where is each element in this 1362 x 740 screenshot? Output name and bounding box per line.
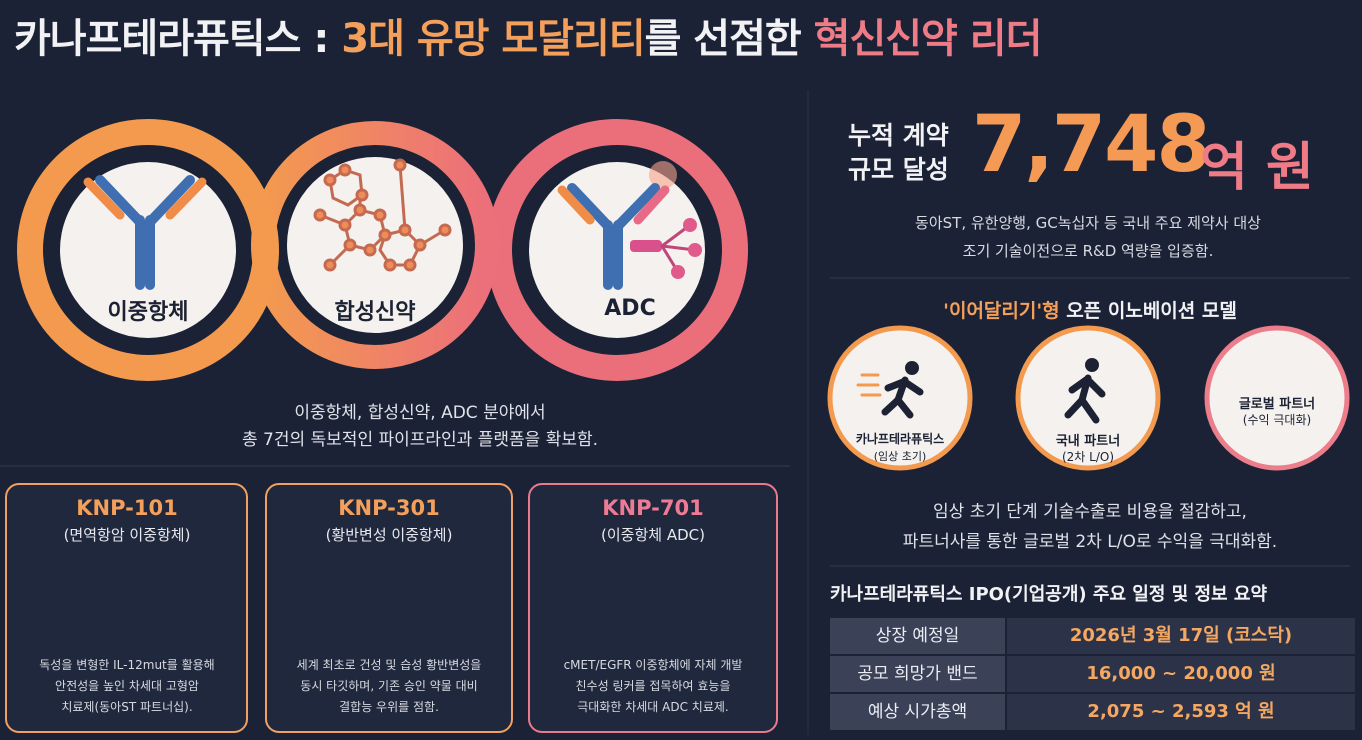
caption: 이중항체, 합성신약, ADC 분야에서 [294,403,546,423]
ipo-value: 16,000 ~ 20,000 원 [1007,656,1355,692]
pipeline-code: KNP-101 [76,496,178,520]
modality-label: 합성신약 [334,300,416,325]
contract-label: 누적 계약 [848,121,949,150]
pipeline-card [265,483,513,733]
pipeline-desc: 친수성 링커를 접목하여 효능을 [575,679,731,693]
step-name: 글로벌 파트너 [1238,397,1316,412]
ipo-label: 예상 시가총액 [830,694,1005,730]
contract-amount: 7,748 [972,100,1211,190]
model-desc: 임상 초기 단계 기술수출로 비용을 절감하고, [933,502,1247,522]
model-title-quote: '이어달리기'형 [943,300,1060,322]
caption: 총 7건의 독보적인 파이프라인과 플랫폼을 확보함. [241,430,599,450]
ipo-row: 공모 희망가 밴드 16,000 ~ 20,000 원 [830,656,1355,692]
ring [17,119,279,381]
step-circle [1015,325,1161,471]
molecule-icon [313,158,452,272]
pipeline-subtitle: (황반변성 이중항체) [325,526,453,544]
contract-desc: 조기 기술이전으로 R&D 역량을 입증함. [962,242,1214,260]
title-middle: 를 선점한 [644,16,802,62]
ipo-value: 2026년 3월 17일 (코스닥) [1007,618,1355,654]
ring [486,119,748,381]
pipeline-desc: 안전성을 높인 차세대 고형암 [55,679,199,693]
pipeline-code: KNP-701 [602,496,704,520]
ipo-title: 카나프테라퓨틱스 IPO(기업공개) 주요 일정 및 정보 요약 [830,584,1268,605]
title-accent: 혁신신약 리더 [813,16,1043,62]
pipeline-desc: cMET/EGFR 이중항체에 자체 개발 [563,658,743,672]
pipeline-desc: 치료제(동아ST 파트너십). [61,700,193,714]
step-note: (임상 초기) [873,450,927,463]
pipeline-card [528,483,778,733]
title-company: 카나프테라퓨틱스 : [14,16,329,62]
adc-icon [557,161,702,290]
pipeline-subtitle: (이중항체 ADC) [601,526,705,544]
modality-label: ADC [604,296,656,321]
ipo-row: 상장 예정일 2026년 3월 17일 (코스닥) [830,618,1355,654]
ipo-value: 2,075 ~ 2,593 억 원 [1007,694,1355,730]
step-name: 국내 파트너 [1055,434,1121,449]
antibody-icon [83,175,207,290]
title: 카나프테라퓨틱스 : 3대 유망 모달리티를 선점한 혁신신약 리더 [14,6,1043,64]
step-name: 카나프테라퓨틱스 [855,432,945,446]
step-note: (수익 극대화) [1242,413,1312,427]
runner-icon [856,361,924,419]
pipeline-desc: 독성을 변형한 IL-12mut를 활용해 [39,658,215,672]
step-circle [1204,325,1350,471]
ipo-label: 상장 예정일 [830,618,1005,654]
pipeline-subtitle: (면역항암 이중항체) [63,526,191,544]
model-title-rest: 오픈 이노베이션 모델 [1066,300,1237,322]
contract-unit: 억 원 [1200,138,1314,198]
runner-icon [1064,358,1106,424]
model-title: '이어달리기'형 오픈 이노베이션 모델 [943,296,1237,323]
pipeline-desc: 결합능 우위를 점함. [339,700,439,714]
contract-desc: 동아ST, 유한양행, GC녹십자 등 국내 주요 제약사 대상 [915,214,1261,232]
ipo-label: 공모 희망가 밴드 [830,656,1005,692]
pipeline-desc: 세계 최초로 건성 및 습성 황반변성을 [296,658,482,672]
model-desc: 파트너사를 통한 글로벌 2차 L/O로 수익을 극대화함. [902,532,1278,552]
pipeline-code: KNP-301 [338,496,440,520]
title-highlight: 3대 유망 모달리티 [341,16,645,62]
step-note: (2차 L/O) [1061,450,1115,464]
modality-label: 이중항체 [107,300,189,325]
pipeline-card [5,483,248,733]
pipeline-desc: 동시 타깃하며, 기존 승인 약물 대비 [300,679,478,693]
pipeline-desc: 극대화한 차세대 ADC 치료제. [577,700,729,714]
ipo-row: 예상 시가총액 2,075 ~ 2,593 억 원 [830,694,1355,730]
contract-label: 규모 달성 [848,155,949,184]
